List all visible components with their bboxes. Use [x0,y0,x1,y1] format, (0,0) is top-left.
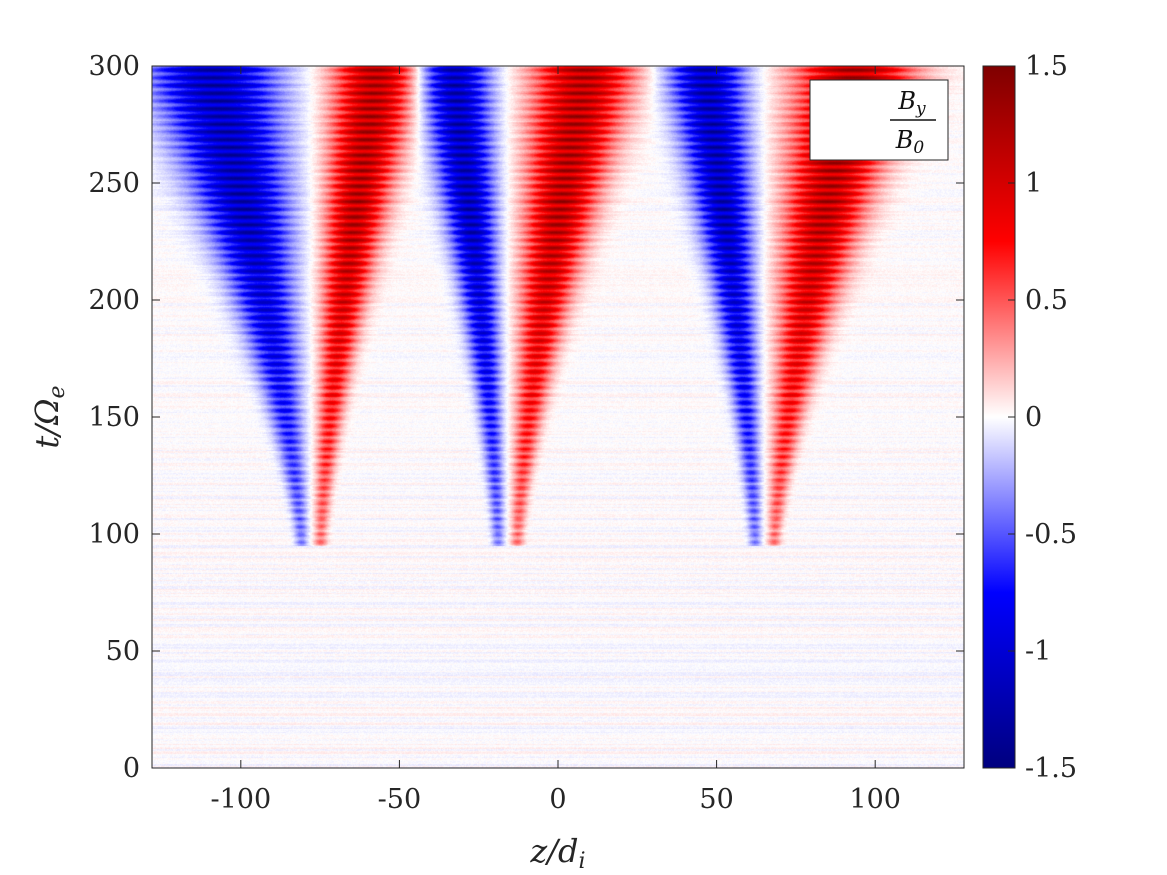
x-axis: -100 -50 0 50 100 [210,66,901,815]
x-tick-label: -50 [378,784,421,815]
y-tick-label: 250 [88,168,140,199]
y-tick-label: 50 [106,636,140,667]
legend-numerator: By [897,87,926,119]
legend-denominator: B0 [895,126,925,158]
y-axis: 0 50 100 150 200 250 300 [88,51,964,784]
x-tick-label: 100 [849,784,901,815]
colorbar-tick-label: 0.5 [1025,285,1068,316]
colorbar: -1.5 -1 -0.5 0 0.5 1 1.5 [982,51,1077,784]
heatmap-container [152,66,964,768]
y-tick-label: 100 [88,519,140,550]
colorbar-tick-label: 1 [1025,168,1042,199]
colorbar-ticks: -1.5 -1 -0.5 0 0.5 1 1.5 [1008,51,1077,784]
y-tick-label: 150 [88,402,140,433]
colorbar-tick-label: -1 [1025,636,1051,667]
y-tick-label: 0 [123,753,140,784]
colorbar-tick-label: -0.5 [1025,519,1077,550]
colorbar-tick-label: 1.5 [1025,51,1068,82]
x-tick-label: -100 [210,784,271,815]
colorbar-tick-label: 0 [1025,402,1042,433]
x-tick-label: 0 [549,784,566,815]
plot-area [151,65,965,769]
colorbar-tick-label: -1.5 [1025,753,1077,784]
y-tick-label: 300 [88,51,140,82]
y-tick-label: 200 [88,285,140,316]
x-axis-label: z/di [529,832,585,874]
legend: By B0 [809,79,949,161]
x-tick-label: 50 [699,784,733,815]
y-axis-label: t/Ωe [28,385,70,448]
heatmap-canvas [152,66,964,768]
